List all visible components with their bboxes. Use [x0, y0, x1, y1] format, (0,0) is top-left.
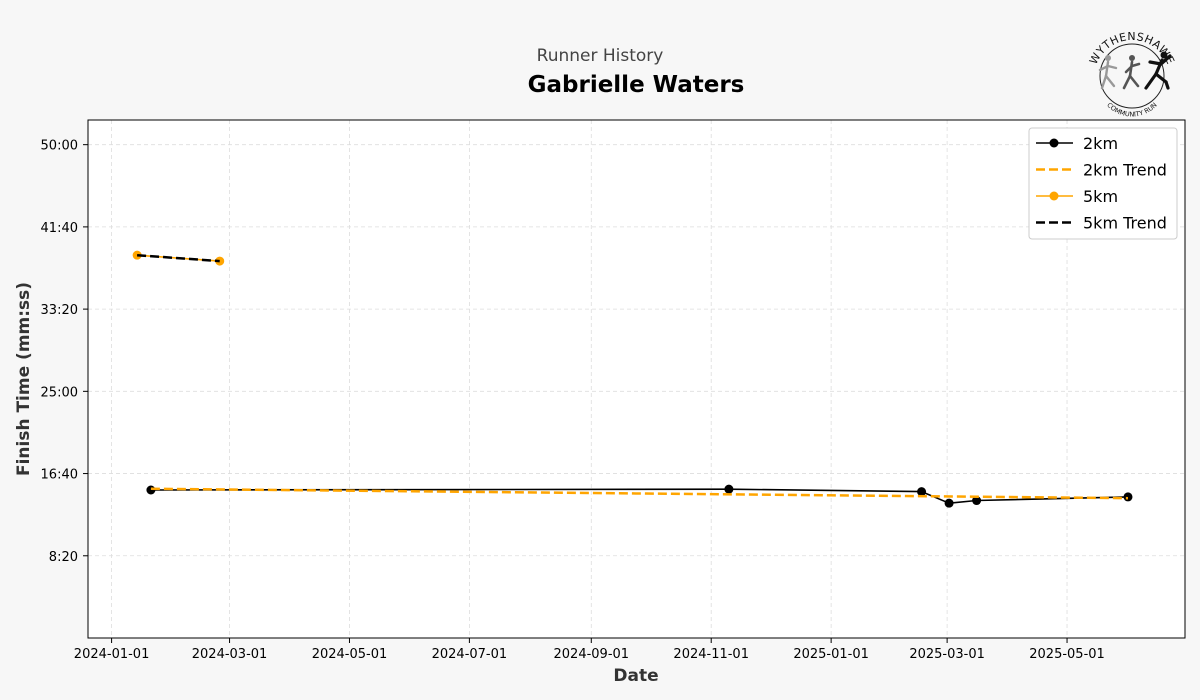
x-tick-label: 2025-01-01: [793, 647, 869, 662]
legend-label: 2km: [1083, 134, 1118, 153]
legend-swatch-marker: [1049, 191, 1059, 201]
data-point: [1123, 492, 1133, 502]
legend-box: [1028, 127, 1178, 240]
y-tick-label: 50:00: [41, 139, 78, 154]
community-run-logo: WYTHENSHAWE COM: [1087, 30, 1177, 119]
x-tick-label: 2024-07-01: [432, 647, 508, 662]
x-tick-label: 2024-01-01: [74, 647, 150, 662]
runner-name-title: Gabrielle Waters: [527, 72, 745, 98]
legend-label: 2km Trend: [1083, 161, 1167, 180]
y-tick-label: 33:20: [41, 303, 78, 318]
x-tick-label: 2024-11-01: [673, 647, 749, 662]
series-5km-trend: [137, 253, 220, 263]
x-tick-label: 2024-05-01: [312, 647, 388, 662]
series-2km-trend: [150, 487, 1129, 500]
y-tick-label: 25:00: [41, 385, 78, 400]
plot-area: [88, 120, 1185, 638]
y-tick-label: 41:40: [41, 221, 78, 236]
legend-label: 5km: [1083, 187, 1118, 206]
data-point: [972, 496, 982, 506]
y-tick-label: 8:20: [49, 550, 78, 565]
runner-silhouettes-icon: [1098, 51, 1172, 90]
data-point: [917, 487, 927, 497]
legend-label: 5km Trend: [1083, 214, 1167, 233]
series-line: [137, 253, 220, 263]
grid-lines: [88, 120, 1185, 638]
legend-swatch-marker: [1049, 138, 1059, 148]
chart-legend: 2km 2km Trend 5km 5km Trend: [1028, 127, 1178, 240]
x-tick-label: 2024-09-01: [554, 647, 630, 662]
data-point: [724, 484, 734, 494]
series-line: [150, 487, 1129, 500]
chart-series: [132, 250, 1133, 508]
x-tick-label: 2025-03-01: [909, 647, 985, 662]
chart-subtitle: Runner History: [536, 46, 664, 66]
y-tick-label: 16:40: [41, 468, 78, 483]
x-tick-label: 2025-05-01: [1029, 647, 1105, 662]
chart-axes: 2024-01-01 2024-03-01 2024-05-01 2024-07-01…: [41, 119, 1186, 662]
x-axis-label: Date: [613, 666, 658, 686]
y-axis-label: Finish Time (mm:ss): [14, 282, 34, 476]
plot-frame: [87, 119, 1186, 639]
data-point: [215, 256, 225, 266]
x-tick-label: 2024-03-01: [192, 647, 268, 662]
data-point: [944, 498, 954, 508]
